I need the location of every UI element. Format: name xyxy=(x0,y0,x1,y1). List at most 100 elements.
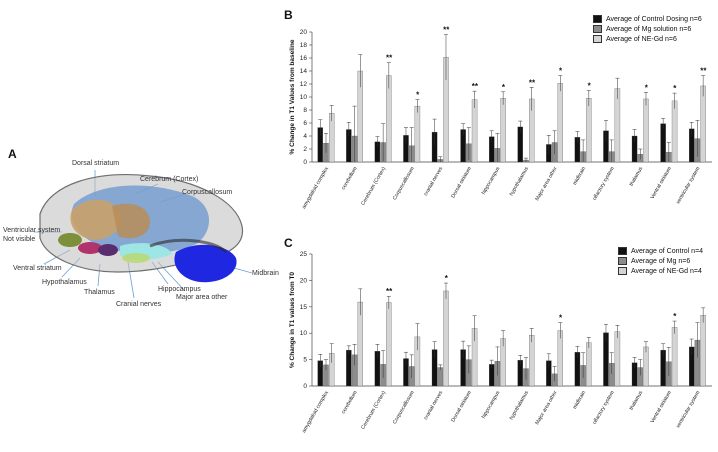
chart-b-significance-label: ** xyxy=(529,78,536,87)
chart-b-category-label: cerebellum xyxy=(341,166,359,191)
chart-b-bar xyxy=(700,85,706,163)
chart-b-ytick-label: 4 xyxy=(303,133,307,140)
label-cerebrum-cortex: Cerebrum (Cortex) xyxy=(140,176,199,183)
chart-c-bar xyxy=(643,346,649,387)
chart-b-y-axis-label: % Change in T1 Values from baseline xyxy=(289,39,296,154)
chart-b-ytick-label: 18 xyxy=(300,42,308,49)
chart-c-ytick-label: 0 xyxy=(303,383,307,390)
panel-a-letter: A xyxy=(8,147,17,161)
chart-b-bar xyxy=(414,105,421,163)
chart-c-bar xyxy=(346,349,352,387)
chart-c-category-label: thalamus xyxy=(629,390,645,412)
chart-b-ytick-label: 12 xyxy=(300,81,308,88)
chart-b-category-label: thalamus xyxy=(629,166,645,188)
chart-b-significance-label: * xyxy=(673,84,677,93)
label-hippocampus: Hippocampus xyxy=(158,286,201,293)
chart-c-bar xyxy=(443,290,449,387)
chart-b-category-label: cranial nerves xyxy=(423,166,445,197)
chart-c-ytick-label: 25 xyxy=(300,251,308,258)
chart-c-ytick-label: 15 xyxy=(300,304,308,311)
chart-c-category-label: Cerebrum (Cortex) xyxy=(360,390,387,431)
brain-illustration xyxy=(34,170,253,299)
legend-b-mg-label: Average of Mg solution n=6 xyxy=(606,25,692,33)
chart-b-ytick-label: 10 xyxy=(300,94,308,101)
chart-b-significance-label: ** xyxy=(700,67,707,76)
chart-c-bar xyxy=(437,367,443,387)
chart-b-category-label: hypothalamus xyxy=(509,166,531,197)
label-thalamus: Thalamus xyxy=(84,289,115,296)
legend-b-ne-label: Average of NE-Gd n=6 xyxy=(606,35,677,43)
chart-panel-b: 0 2 4 6 8 10 12 14 16 18 20 % Change in T1 Values f… xyxy=(289,26,712,210)
legend-c-ne-swatch xyxy=(618,267,627,275)
chart-panel-c: 0 5 10 15 20 25 % Change in T1 values from T0 a… xyxy=(289,251,712,434)
legend-c-ne: Average of NE-Gd n=4 xyxy=(618,266,703,276)
legend-c-mg-label: Average of Mg n=6 xyxy=(631,257,691,265)
panel-c-letter: C xyxy=(284,236,293,250)
legend-b-mg: Average of Mg solution n=6 xyxy=(593,24,702,34)
legend-c-mg: Average of Mg n=6 xyxy=(618,256,703,266)
cranial-nerves-region xyxy=(122,253,150,263)
chart-b-ytick-label: 6 xyxy=(303,120,307,127)
chart-c-bar xyxy=(700,315,706,387)
chart-b-bar xyxy=(500,98,506,163)
chart-b-bar xyxy=(586,98,592,163)
legend-b-control: Average of Control Dosing n=6 xyxy=(593,14,702,24)
chart-c-legend: Average of Control n=4 Average of Mg n=6… xyxy=(618,246,703,276)
chart-b-category-label: hippocampus xyxy=(481,166,502,196)
chart-c-significance-label: * xyxy=(445,274,449,283)
chart-b-significance-label: * xyxy=(645,83,649,92)
label-ventral-striatum: Ventral striatum xyxy=(13,265,62,272)
chart-c-category-label: amygdaloid complex xyxy=(301,390,330,434)
chart-b-bar xyxy=(557,83,563,163)
chart-b-category-label: olfactory system xyxy=(592,166,616,201)
chart-c-ytick-label: 20 xyxy=(300,277,308,284)
label-major-area-other: Major area other xyxy=(176,294,228,301)
chart-c-significance-label: ** xyxy=(386,287,393,296)
chart-b-significance-label: ** xyxy=(386,54,393,63)
label-dorsal-striatum: Dorsal striatum xyxy=(72,160,120,167)
legend-b-ne-swatch xyxy=(593,35,602,43)
chart-c-significance-label: * xyxy=(673,312,677,321)
chart-c-bar xyxy=(528,335,535,387)
chart-b-category-label: Dorsal striatum xyxy=(450,166,473,199)
chart-c-category-label: hippocampus xyxy=(481,390,502,420)
chart-c-category-label: hypothalamus xyxy=(509,390,531,421)
corpuscallosum-region xyxy=(112,203,150,239)
legend-b-ne: Average of NE-Gd n=6 xyxy=(593,34,702,44)
chart-c-category-label: Corpuscallosum xyxy=(392,390,416,425)
ventral-striatum-region xyxy=(58,233,82,247)
legend-c-ne-label: Average of NE-Gd n=4 xyxy=(631,267,702,275)
chart-c-ytick-label: 5 xyxy=(303,357,307,364)
chart-b-significance-label: * xyxy=(416,91,420,100)
chart-c-category-label: cranial nerves xyxy=(423,390,445,421)
chart-b-category-label: Major area other xyxy=(534,166,558,202)
chart-c-category-label: Major area other xyxy=(534,390,558,426)
chart-c-bar xyxy=(586,342,592,387)
chart-c-bar xyxy=(614,331,621,387)
chart-c-category-label: midbrain xyxy=(572,390,587,410)
chart-b-bar xyxy=(471,99,478,163)
label-ventricular-system: Ventricular system Not visible xyxy=(3,227,61,243)
chart-b-category-label: midbrain xyxy=(572,166,587,186)
chart-b-bar xyxy=(643,98,649,163)
legend-c-control-swatch xyxy=(618,247,627,255)
chart-b-ytick-label: 20 xyxy=(300,29,308,36)
label-midbrain: Midbrain xyxy=(252,270,279,277)
chart-b-category-label: Cerebrum (Cortex) xyxy=(360,166,387,207)
chart-b-significance-label: * xyxy=(559,67,563,76)
chart-c-ytick-label: 10 xyxy=(300,330,308,337)
chart-b-category-label: ventricular system xyxy=(675,166,701,205)
legend-b-control-label: Average of Control Dosing n=6 xyxy=(606,15,702,23)
chart-b-significance-label: * xyxy=(502,83,506,92)
chart-b-ytick-label: 8 xyxy=(303,107,307,114)
chart-b-significance-label: ** xyxy=(443,26,450,35)
label-corpuscallosum: Corpuscallosum xyxy=(182,189,233,196)
legend-c-control-label: Average of Control n=4 xyxy=(631,247,704,255)
chart-b-bar xyxy=(671,100,678,163)
striatum-region xyxy=(70,199,122,240)
chart-c-bar xyxy=(386,302,392,387)
chart-b-significance-label: ** xyxy=(472,82,479,91)
chart-b-bar xyxy=(614,88,621,163)
chart-c-category-label: ventricular system xyxy=(675,390,701,429)
legend-b-control-swatch xyxy=(593,15,602,23)
